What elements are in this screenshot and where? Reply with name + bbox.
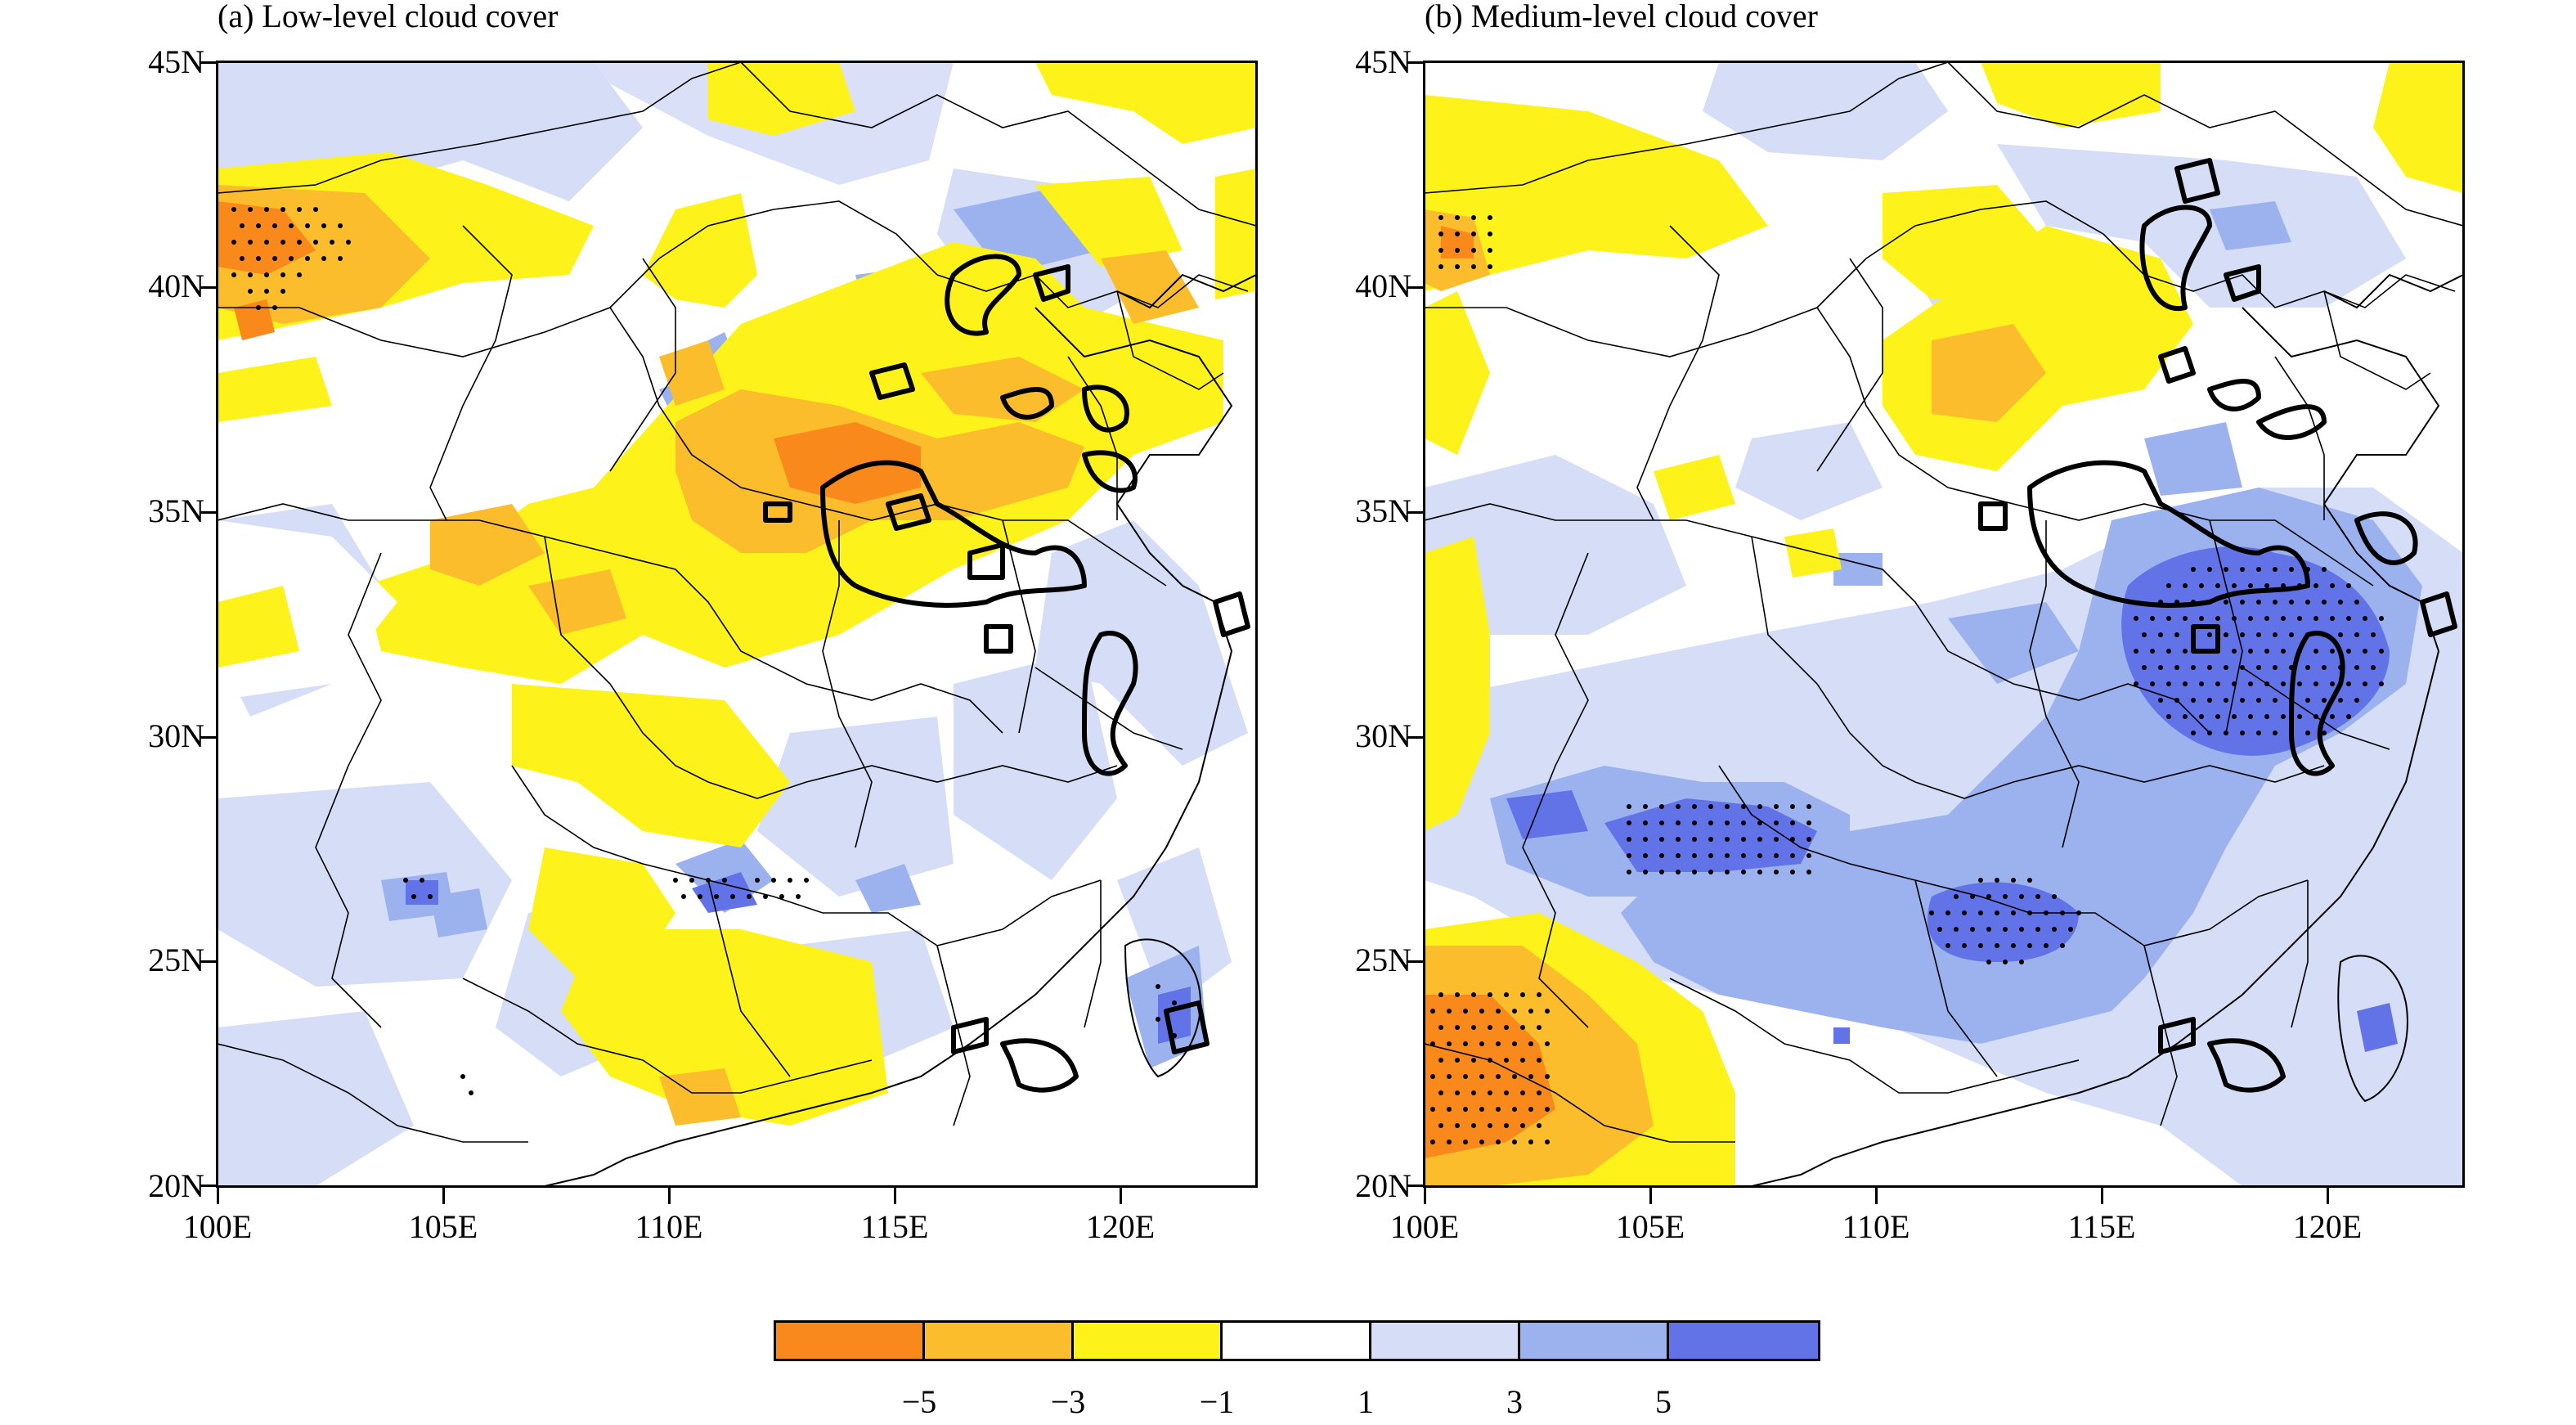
panel-a-map-svg	[218, 62, 1256, 1186]
panel-b-map-svg	[1425, 62, 2463, 1186]
colorbar-label-minus5: −5	[901, 1383, 937, 1420]
panel-a-stipple	[231, 207, 1177, 1095]
panel-b-ytick-25	[1407, 960, 1425, 963]
panel-b-lat-20: 20N	[1355, 1167, 1411, 1204]
panel-b-ytick-40	[1407, 286, 1425, 289]
panel-b-xtick-100	[1424, 1186, 1426, 1204]
panel-a-lat-30: 30N	[148, 717, 204, 754]
panel-b-lat-25: 25N	[1355, 942, 1411, 978]
colorbar	[774, 1320, 1820, 1361]
panel-a-map	[218, 62, 1256, 1186]
panel-a-xtick-120	[1120, 1186, 1122, 1204]
panel-b-lat-30: 30N	[1355, 717, 1411, 754]
colorbar-label-minus3: −3	[1050, 1383, 1086, 1420]
panel-b-stipple	[1430, 215, 2384, 1144]
panel-a-lon-105: 105E	[408, 1208, 478, 1245]
panel-a-lon-100: 100E	[182, 1208, 253, 1245]
panel-b-lon-110: 110E	[1842, 1208, 1910, 1245]
panel-a-lat-40: 40N	[148, 267, 204, 304]
panel-a-xtick-100	[217, 1186, 219, 1204]
panel-a-lat-35: 35N	[148, 492, 204, 529]
panel-a-ytick-45	[200, 61, 218, 64]
panel-b-boundaries	[1425, 62, 2463, 1143]
colorbar-label-1: 1	[1358, 1383, 1374, 1420]
panel-b-lat-45: 45N	[1355, 43, 1411, 80]
panel-b-ytick-30	[1407, 736, 1425, 739]
panel-a-xtick-110	[668, 1186, 671, 1204]
panel-a-ytick-30	[200, 736, 218, 739]
panel-b-ytick-35	[1407, 511, 1425, 514]
panel-b-xtick-110	[1875, 1186, 1878, 1204]
panel-b-lat-40: 40N	[1355, 267, 1411, 304]
panel-b-xtick-115	[2101, 1186, 2103, 1204]
panel-a-lon-110: 110E	[635, 1208, 703, 1245]
panel-b-lon-120: 120E	[2292, 1208, 2363, 1245]
colorbar-swatch	[1223, 1323, 1371, 1359]
panel-b-lon-100: 100E	[1389, 1208, 1460, 1245]
colorbar-swatch	[1371, 1323, 1520, 1359]
colorbar-swatch	[925, 1323, 1074, 1359]
panel-a-lon-120: 120E	[1085, 1208, 1156, 1245]
panel-a-ytick-25	[200, 960, 218, 963]
colorbar-swatch	[1074, 1323, 1223, 1359]
panel-b-map	[1425, 62, 2463, 1186]
panel-a-contours	[763, 254, 1250, 1093]
panel-b-title: (b) Medium-level cloud cover	[1425, 0, 1818, 34]
panel-a-ytick-35	[200, 511, 218, 514]
panel-a-lon-115: 115E	[860, 1208, 929, 1245]
panel-a-xtick-105	[442, 1186, 445, 1204]
colorbar-label-3: 3	[1506, 1383, 1523, 1420]
panel-a-dark-blue-field	[406, 872, 1191, 1044]
panel-a-boundaries	[218, 62, 1256, 1143]
panel-a-title: (a) Low-level cloud cover	[218, 0, 559, 34]
colorbar-swatch	[1520, 1323, 1669, 1359]
colorbar-swatch	[1669, 1323, 1818, 1359]
colorbar-swatch	[776, 1323, 925, 1359]
panel-a-coastline	[544, 273, 1256, 1186]
panel-a-ytick-40	[200, 286, 218, 289]
panel-b-dark-blue-field	[1506, 546, 2398, 1052]
colorbar-label-minus1: −1	[1199, 1383, 1235, 1420]
panel-b-lat-35: 35N	[1355, 492, 1411, 529]
panel-b-ytick-20	[1407, 1185, 1425, 1187]
panel-b-lon-105: 105E	[1615, 1208, 1685, 1245]
panel-a-ytick-20	[200, 1185, 218, 1187]
panel-a-lat-20: 20N	[148, 1167, 204, 1204]
panel-b-ytick-45	[1407, 61, 1425, 64]
panel-b-xtick-105	[1649, 1186, 1652, 1204]
panel-b-xtick-120	[2327, 1186, 2329, 1204]
panel-a-xtick-115	[894, 1186, 896, 1204]
panel-b-lon-115: 115E	[2067, 1208, 2136, 1245]
colorbar-label-5: 5	[1655, 1383, 1672, 1420]
panel-b-coastline	[1751, 273, 2463, 1186]
panel-a-lat-25: 25N	[148, 942, 204, 978]
panel-b-orange-dark-field	[1425, 226, 1555, 1158]
panel-a-lat-45: 45N	[148, 43, 204, 80]
